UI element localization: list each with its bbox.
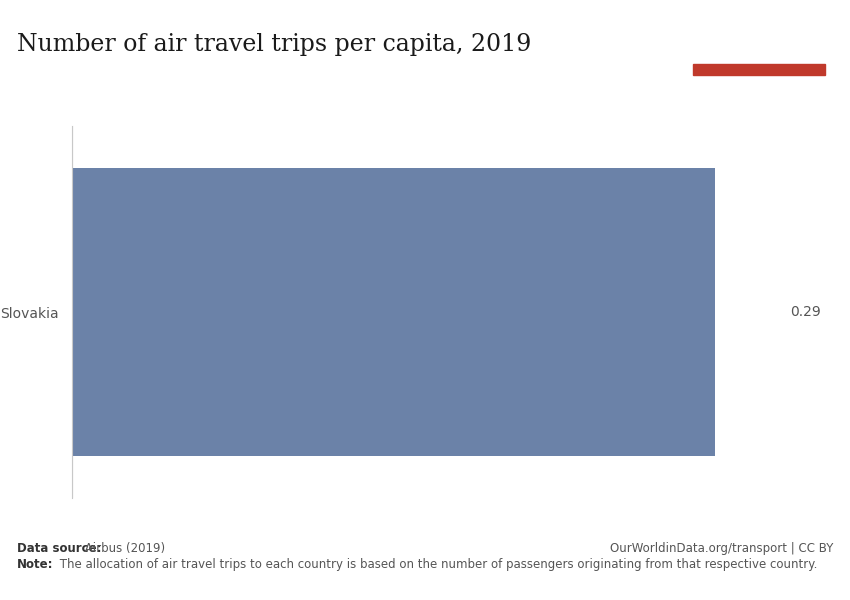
Text: The allocation of air travel trips to each country is based on the number of pas: The allocation of air travel trips to ea…: [56, 558, 818, 571]
Text: in Data: in Data: [736, 41, 781, 52]
Text: Data source:: Data source:: [17, 542, 101, 555]
Text: Our World: Our World: [727, 21, 790, 31]
Bar: [693, 64, 824, 75]
Text: Number of air travel trips per capita, 2019: Number of air travel trips per capita, 2…: [17, 33, 531, 56]
Bar: [72, 168, 716, 456]
Text: 0.29: 0.29: [790, 305, 821, 319]
Text: Note:: Note:: [17, 558, 54, 571]
Text: Airbus (2019): Airbus (2019): [81, 542, 165, 555]
Text: OurWorldinData.org/transport | CC BY: OurWorldinData.org/transport | CC BY: [609, 542, 833, 555]
